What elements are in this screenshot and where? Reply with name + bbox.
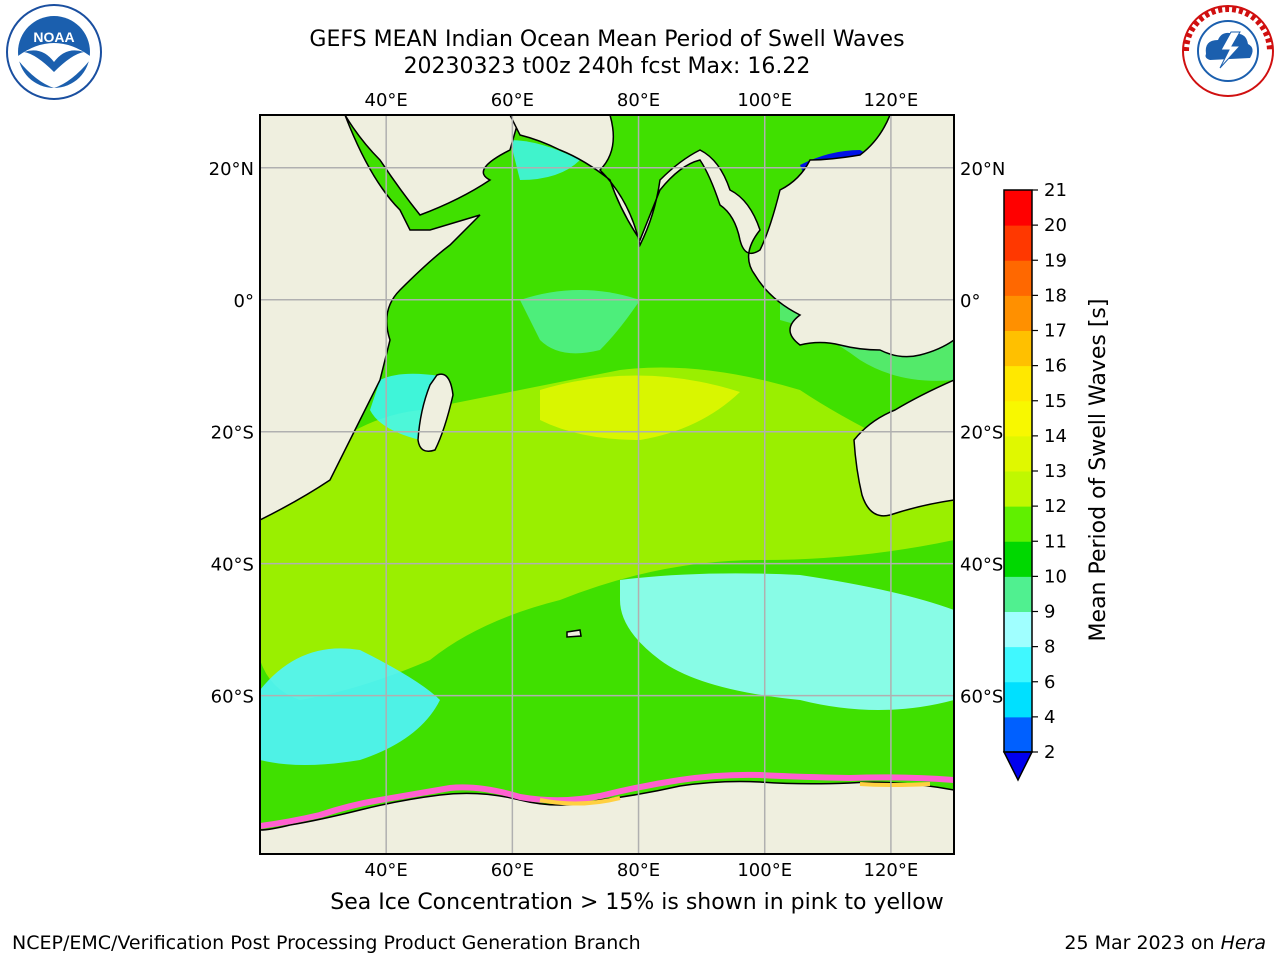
colorbar-segment	[1004, 646, 1032, 683]
footer-credit: NCEP/EMC/Verification Post Processing Pr…	[12, 932, 641, 954]
australia	[853, 379, 954, 517]
lon-label: 60°E	[491, 860, 534, 881]
lat-label: 60°S	[211, 687, 254, 708]
lon-label: 80°E	[617, 90, 660, 111]
lon-label: 40°E	[365, 90, 408, 111]
colorbar-tick-label: 9	[1044, 602, 1055, 623]
map-area	[260, 115, 954, 854]
footer-date-text: 25 Mar 2023 on	[1064, 932, 1221, 954]
colorbar-segment	[1004, 330, 1032, 367]
lon-label: 60°E	[491, 90, 534, 111]
footer-host: Hera	[1220, 932, 1266, 954]
lat-labels-right: 20°N 0° 20°S 40°S 60°S	[960, 159, 1005, 708]
colorbar-underflow-triangle	[1002, 751, 1034, 782]
africa-arabia	[260, 115, 521, 521]
swell-field	[260, 115, 954, 765]
lat-label: 40°S	[960, 555, 1003, 576]
lat-label: 20°N	[960, 159, 1005, 180]
cyan-region-west	[260, 648, 440, 765]
lon-label: 80°E	[617, 860, 660, 881]
colorbar-segment	[1004, 225, 1032, 261]
colorbar-tick-label: 19	[1044, 250, 1067, 271]
colorbar-tick-label: 20	[1044, 215, 1067, 236]
colorbar-tick-label: 6	[1044, 672, 1055, 693]
colorbar-tick-label: 18	[1044, 285, 1067, 306]
colorbar-segment	[1004, 400, 1032, 437]
chart-title: GEFS MEAN Indian Ocean Mean Period of Sw…	[309, 27, 905, 52]
colorbar-tick-label: 21	[1044, 180, 1067, 201]
colorbar-segment	[1004, 576, 1032, 612]
lat-labels-left: 20°N 0° 20°S 40°S 60°S	[209, 159, 254, 708]
colorbar-tick-label: 14	[1044, 426, 1067, 447]
colorbar-segment	[1004, 506, 1032, 542]
yellow-center	[540, 375, 740, 440]
lon-label: 100°E	[737, 860, 792, 881]
colorbar-tick-label: 15	[1044, 391, 1067, 412]
graticule	[260, 115, 954, 854]
colorbar-tick-label: 4	[1044, 707, 1055, 728]
colorbar-tick-label: 11	[1044, 531, 1067, 552]
colorbar-segment	[1004, 716, 1032, 753]
colorbar-tick-label: 13	[1044, 461, 1067, 482]
lon-labels-top: 40°E 60°E 80°E 100°E 120°E	[365, 90, 919, 111]
colorbar-tick-label: 17	[1044, 321, 1067, 342]
chart-subtitle: 20230323 t00z 240h fcst Max: 16.22	[403, 54, 811, 79]
colorbar-segment	[1004, 365, 1032, 402]
colorbar: 2 4 6 8 9 10 11 12 13 14 15 16 17 18 19 20 21	[1002, 180, 1067, 782]
lat-label: 20°S	[211, 423, 254, 444]
lon-label: 40°E	[365, 860, 408, 881]
asia-indonesia	[509, 115, 954, 358]
kerguelen-island	[566, 629, 582, 638]
sea-ice-note: Sea Ice Concentration > 15% is shown in …	[330, 890, 944, 915]
lat-label: 40°S	[211, 555, 254, 576]
lat-label: 20°S	[960, 423, 1003, 444]
colorbar-tick-label: 16	[1044, 356, 1067, 377]
lat-label: 20°N	[209, 159, 254, 180]
sea-ice-edge	[260, 771, 954, 829]
lon-label: 120°E	[864, 860, 919, 881]
noaa-logo: NOAA	[6, 4, 102, 100]
colorbar-tick-label: 8	[1044, 637, 1055, 658]
colorbar-segment	[1004, 611, 1032, 648]
lat-label: 0°	[234, 291, 254, 312]
colorbar-segment	[1004, 435, 1032, 472]
land-masses	[260, 115, 954, 854]
colorbar-segment	[1004, 190, 1032, 226]
colorbar-tick-label: 2	[1044, 742, 1055, 763]
lat-label: 0°	[960, 291, 980, 312]
cool-patch-equator	[520, 290, 640, 354]
colorbar-tick-label: 12	[1044, 496, 1067, 517]
cyan-patch-arabian	[510, 140, 580, 180]
lon-label: 120°E	[864, 90, 919, 111]
colorbar-segment	[1004, 295, 1032, 331]
footer-date: 25 Mar 2023 on Hera	[1064, 932, 1266, 954]
cyan-region-south	[620, 573, 954, 710]
noaa-logo-text: NOAA	[33, 29, 74, 45]
colorbar-segment	[1004, 471, 1032, 507]
colorbar-label: Mean Period of Swell Waves [s]	[1086, 299, 1111, 642]
lon-labels-bottom: 40°E 60°E 80°E 100°E 120°E	[365, 860, 919, 881]
colorbar-segment	[1004, 681, 1032, 718]
colorbar-segment	[1004, 260, 1032, 296]
map-frame	[259, 114, 955, 855]
nws-logo	[1182, 5, 1274, 97]
colorbar-segment	[1004, 541, 1032, 577]
lon-label: 100°E	[737, 90, 792, 111]
lat-label: 60°S	[960, 687, 1003, 708]
colorbar-tick-label: 10	[1044, 566, 1067, 587]
